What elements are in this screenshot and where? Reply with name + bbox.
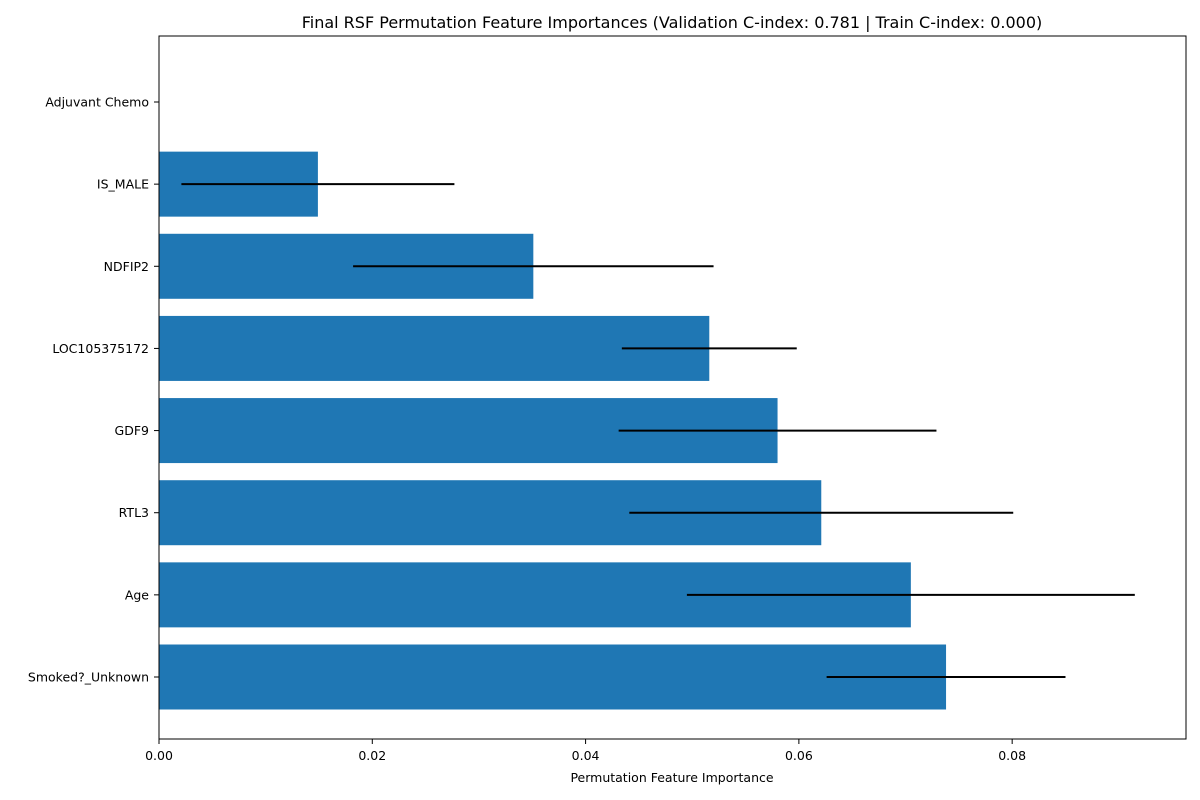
y-tick-label: LOC105375172	[52, 341, 149, 356]
plot-area: Smoked?_Unknown Age RTL3 GDF9 LOC105375172 ND…	[28, 35, 1187, 763]
y-tick-label: Age	[125, 587, 149, 602]
x-axis-title: Permutation Feature Importance	[570, 770, 773, 785]
bar	[159, 315, 710, 381]
y-tick-label: Adjuvant Chemo	[45, 95, 149, 110]
y-tick-label: NDFIP2	[104, 259, 149, 274]
x-tick-label: 0.00	[145, 748, 173, 763]
x-tick-label: 0.02	[358, 748, 386, 763]
plot-frame	[158, 35, 1187, 740]
x-tick-label: 0.06	[785, 748, 813, 763]
y-tick-label: Smoked?_Unknown	[28, 670, 149, 685]
x-tick-label: 0.04	[572, 748, 600, 763]
x-tick-label: 0.08	[998, 748, 1026, 763]
y-tick-label: GDF9	[115, 423, 150, 438]
y-tick-label: RTL3	[119, 505, 149, 520]
chart-title: Final RSF Permutation Feature Importance…	[302, 13, 1043, 32]
bar	[159, 644, 947, 710]
y-tick-label: IS_MALE	[97, 177, 149, 192]
